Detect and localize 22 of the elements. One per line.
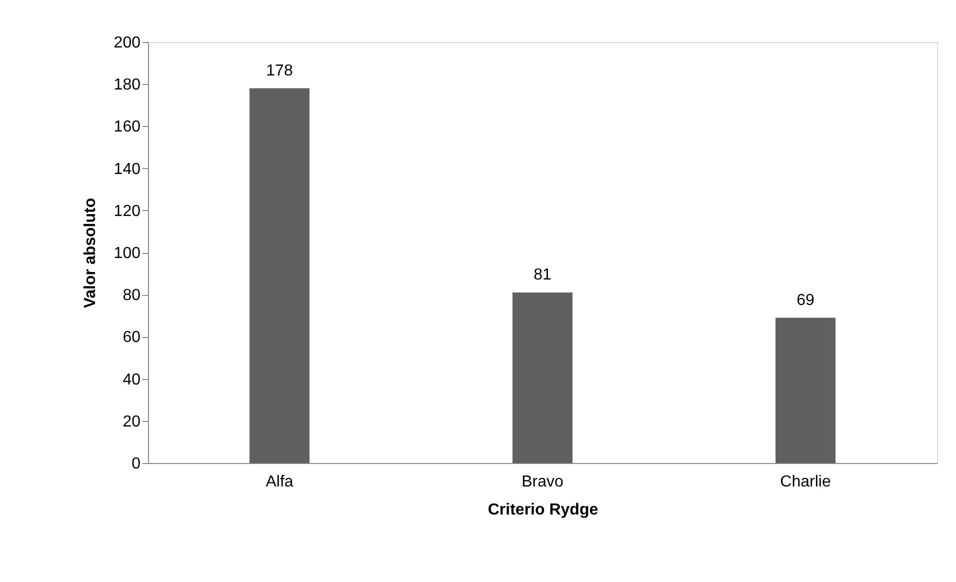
y-tick-label: 160 [114, 118, 141, 136]
y-tick-label: 120 [114, 202, 141, 220]
data-label: 81 [534, 266, 552, 284]
data-label: 178 [266, 62, 293, 80]
x-tick-label: Alfa [266, 474, 294, 490]
bar [512, 292, 572, 463]
y-tick-label: 80 [122, 287, 141, 304]
y-tick-label: 20 [122, 413, 141, 430]
x-tick-label: Bravo [522, 474, 564, 490]
bar [250, 88, 310, 463]
y-tick-label: 140 [114, 160, 141, 178]
y-tick-label: 0 [132, 456, 141, 472]
data-label: 69 [796, 292, 814, 309]
x-tick-label: Charlie [780, 474, 831, 490]
y-tick-label: 100 [114, 245, 141, 262]
y-tick-label: 60 [122, 329, 141, 346]
x-axis-title: Criterio Rydge [488, 502, 598, 518]
y-tick-label: 200 [114, 34, 141, 52]
bar [776, 318, 836, 463]
y-axis-title: Valor absoluto [82, 198, 99, 308]
y-tick-label: 40 [122, 371, 141, 388]
y-tick-label: 180 [114, 76, 141, 94]
